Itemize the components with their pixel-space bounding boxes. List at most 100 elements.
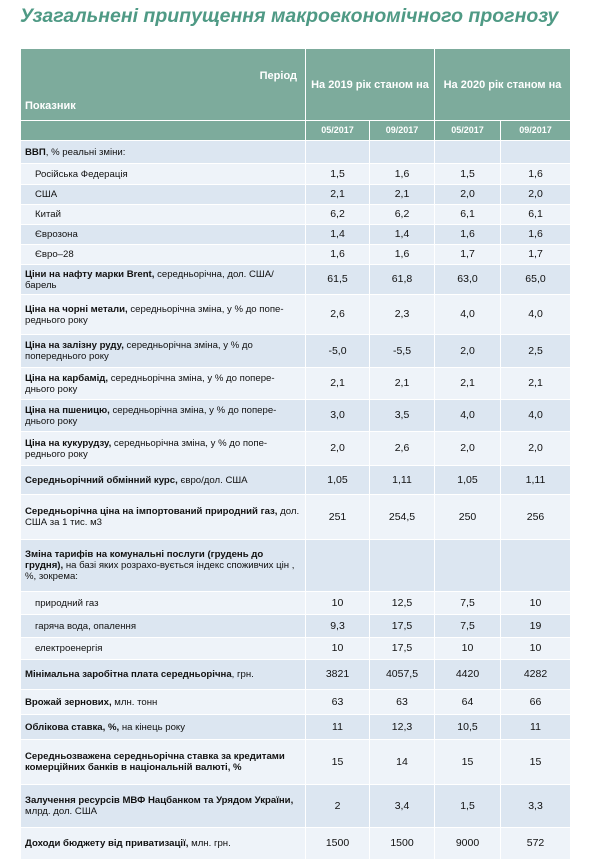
table-row: Середньорічна ціна на імпортований приро…: [20, 494, 571, 540]
value-cell: 2,1: [369, 184, 435, 205]
value-cell: 19: [500, 614, 571, 638]
label-text: на кінець року: [119, 721, 186, 733]
forecast-table: Період Показник На 2019 рік станом на На…: [20, 48, 571, 860]
label-text: євро/дол. США: [177, 474, 248, 486]
value-cell: 250: [434, 494, 501, 540]
value-cell: 1,6: [500, 224, 571, 245]
row-label: Облікова ставка, %, на кінець року: [20, 714, 306, 740]
empty-cell: [434, 539, 501, 592]
value-cell: 15: [305, 739, 370, 785]
row-label: Врожай зернових, млн. тонн: [20, 689, 306, 715]
label-text: середньорічна зміна, у % до попере-дньог…: [25, 372, 275, 395]
value-cell: 17,5: [369, 637, 435, 660]
value-cell: 6,2: [305, 204, 370, 225]
label-text: млн. грн.: [188, 838, 231, 849]
table-row: Залучення ресурсів МВФ Нацбанком та Уряд…: [20, 784, 571, 828]
table-row: Доходи бюджету від приватизації, млн. гр…: [20, 827, 571, 860]
value-cell: 65,0: [500, 264, 571, 295]
period-date: 09/2017: [369, 120, 435, 141]
value-cell: 4282: [500, 659, 571, 690]
value-cell: -5,5: [369, 334, 435, 368]
label-text: електроенергія: [35, 643, 103, 654]
row-label: Залучення ресурсів МВФ Нацбанком та Уряд…: [20, 784, 306, 828]
row-label: Ціна на кукурудзу, середньорічна зміна, …: [20, 431, 306, 466]
period-date: 05/2017: [305, 120, 370, 141]
value-cell: 254,5: [369, 494, 435, 540]
label-text: середньорічна, дол. США/барель: [25, 268, 274, 291]
label-text: Євро–28: [35, 249, 74, 260]
table-row: Ціна на кукурудзу, середньорічна зміна, …: [20, 431, 571, 466]
value-cell: 12,3: [369, 714, 435, 740]
value-cell: 17,5: [369, 614, 435, 638]
label-text: , грн.: [231, 669, 254, 680]
value-cell: 2: [305, 784, 370, 828]
value-cell: 4,0: [500, 294, 571, 335]
value-cell: 4057,5: [369, 659, 435, 690]
value-cell: 15: [434, 739, 501, 785]
row-label: Ціна на карбамід, середньорічна зміна, у…: [20, 367, 306, 400]
value-cell: 14: [369, 739, 435, 785]
label-text: гаряча вода, опалення: [35, 620, 137, 632]
label-bold: Ціна на кукурудзу,: [25, 437, 112, 449]
value-cell: 1,5: [305, 163, 370, 185]
empty-cell: [305, 140, 370, 164]
label-text: на базі яких розрахо-вується індекс спож…: [25, 560, 295, 582]
label-bold: Ціни на нафту марки Brent,: [25, 268, 155, 280]
label-text: природний газ: [35, 597, 99, 609]
row-label: Ціна на пшеницю, середньорічна зміна, у …: [20, 399, 306, 432]
value-cell: 7,5: [434, 614, 501, 638]
value-cell: 1,5: [434, 163, 501, 185]
value-cell: 10: [434, 637, 501, 660]
value-cell: 6,1: [434, 204, 501, 225]
label-text: середньорічна зміна, у % до попе-редньог…: [25, 303, 284, 326]
value-cell: 4,0: [434, 294, 501, 335]
label-bold: Ціна на пшеницю,: [25, 404, 110, 416]
value-cell: 2,0: [434, 431, 501, 466]
value-cell: 2,5: [500, 334, 571, 368]
value-cell: 2,1: [305, 184, 370, 205]
value-cell: 4420: [434, 659, 501, 690]
period-date: 05/2017: [434, 120, 501, 141]
group-header: На 2020 рік станом на: [434, 48, 571, 121]
label-text: дол. США за 1 тис. м3: [25, 506, 300, 528]
value-cell: 66: [500, 689, 571, 715]
value-cell: 2,1: [369, 367, 435, 400]
row-label: Мінімальна заробітна плата середньорічна…: [20, 659, 306, 690]
row-label: США: [20, 184, 306, 205]
value-cell: 2,1: [434, 367, 501, 400]
value-cell: 2,1: [305, 367, 370, 400]
value-cell: 256: [500, 494, 571, 540]
value-cell: 10,5: [434, 714, 501, 740]
value-cell: 10: [500, 637, 571, 660]
indicator-label: Показник: [25, 100, 76, 112]
value-cell: 1,6: [369, 244, 435, 265]
empty-cell: [305, 539, 370, 592]
value-cell: 61,8: [369, 264, 435, 295]
value-cell: 3,5: [369, 399, 435, 432]
value-cell: 1,6: [305, 244, 370, 265]
label-text: млн. тонн: [111, 696, 158, 708]
value-cell: 1,5: [434, 784, 501, 828]
value-cell: 1,05: [434, 465, 501, 495]
label-bold: Мінімальна заробітна плата середньорічна: [25, 669, 232, 680]
label-text: Китай: [35, 209, 61, 220]
value-cell: 1,6: [434, 224, 501, 245]
header-corner: Період Показник: [20, 48, 306, 121]
value-cell: 1500: [305, 827, 370, 860]
value-cell: 1,11: [500, 465, 571, 495]
label-bold: Ціна на залізну руду,: [25, 340, 124, 351]
label-text: середньорічна зміна, у % до попе-редньог…: [25, 437, 268, 460]
value-cell: 4,0: [434, 399, 501, 432]
label-bold: Ціна на чорні метали,: [25, 303, 128, 315]
table-row: Мінімальна заробітна плата середньорічна…: [20, 659, 571, 690]
value-cell: 1,7: [434, 244, 501, 265]
value-cell: 3,0: [305, 399, 370, 432]
value-cell: 64: [434, 689, 501, 715]
table-row: Зміна тарифів на комунальні послуги (гру…: [20, 539, 571, 592]
label-bold: ВВП: [25, 146, 46, 158]
label-bold: Доходи бюджету від приватизації,: [25, 838, 189, 849]
value-cell: 2,0: [434, 184, 501, 205]
value-cell: 11: [500, 714, 571, 740]
value-cell: 1,6: [369, 163, 435, 185]
label-text: Єврозона: [35, 229, 78, 240]
